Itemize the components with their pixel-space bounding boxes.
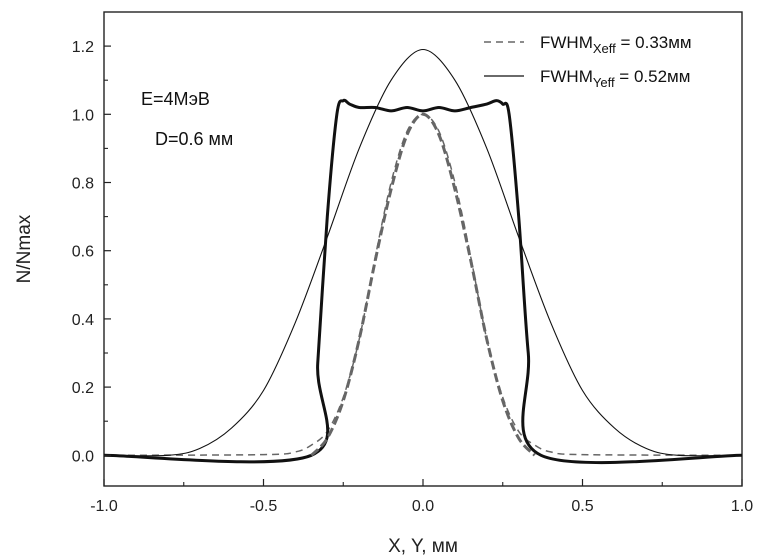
y-tick-label: 0.4 (72, 312, 94, 329)
x-axis-title: X, Y, мм (388, 536, 458, 557)
legend-label-y-main: FWHM (540, 67, 593, 86)
y-ticks: 0.0 0.2 0.4 0.6 0.8 1.0 1.2 (72, 39, 111, 465)
series-line-3 (310, 112, 536, 457)
legend-entry-x: FWHMXeff = 0.33мм (484, 33, 692, 56)
annotation-diameter: D=0.6 мм (155, 129, 233, 149)
series-line-0 (103, 113, 743, 457)
series-layer (103, 48, 743, 465)
plot-area: -1.0 -0.5 0.0 0.5 1.0 0.0 0.2 0.4 0.6 0.8 1.0 1.2 (72, 11, 753, 515)
annotation-energy: E=4МэВ (141, 89, 210, 109)
x-tick-label: 0.0 (412, 498, 434, 515)
legend-label-y-sub: Yeff (593, 75, 615, 90)
y-tick-label: 1.0 (72, 107, 94, 124)
legend-label-x-main: FWHM (540, 33, 593, 52)
x-ticks: -1.0 -0.5 0.0 0.5 1.0 (90, 479, 753, 515)
x-tick-label: -0.5 (250, 498, 278, 515)
legend-label-x-sub: Xeff (593, 41, 616, 56)
x-tick-label: 1.0 (731, 498, 753, 515)
legend-entry-y: FWHMYeff = 0.52мм (484, 67, 690, 90)
y-tick-label: 0.8 (72, 176, 94, 193)
legend-label-y-tail: = 0.52мм (615, 67, 691, 86)
x-tick-label: -1.0 (90, 498, 118, 515)
svg-text:FWHMXeff = 0.33мм: FWHMXeff = 0.33мм (540, 33, 692, 56)
legend: FWHMXeff = 0.33мм FWHMYeff = 0.52мм (484, 33, 692, 90)
y-tick-label: 0.6 (72, 244, 94, 261)
series-line-2 (103, 98, 743, 465)
y-tick-label: 0.0 (72, 448, 94, 465)
legend-label-x-tail: = 0.33мм (616, 33, 692, 52)
series-line-1 (103, 48, 743, 457)
y-tick-label: 0.2 (72, 380, 94, 397)
x-tick-label: 0.5 (571, 498, 593, 515)
svg-text:FWHMYeff = 0.52мм: FWHMYeff = 0.52мм (540, 67, 690, 90)
y-tick-label: 1.2 (72, 39, 94, 56)
y-axis-title: N/Nmax (14, 214, 35, 283)
